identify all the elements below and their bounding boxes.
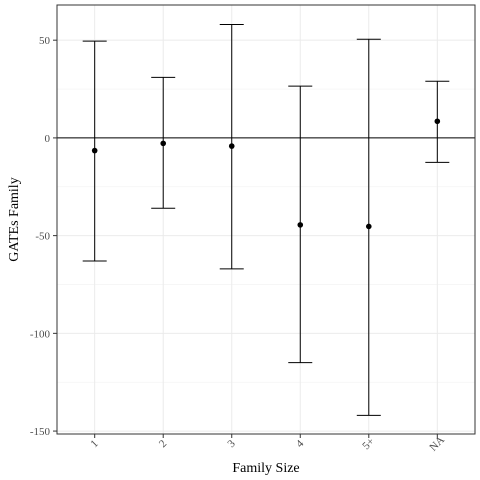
estimate-point-4 bbox=[297, 222, 304, 228]
x-tick-label: 2 bbox=[157, 438, 169, 450]
estimate-point-3 bbox=[228, 143, 235, 149]
data-marks bbox=[82, 24, 450, 416]
y-tick-label: -100 bbox=[30, 328, 51, 340]
y-tick-label: -150 bbox=[30, 426, 51, 438]
x-tick-label: 3 bbox=[225, 437, 238, 450]
y-tick-label: 50 bbox=[39, 35, 51, 47]
estimate-point-1 bbox=[91, 147, 98, 154]
x-tick-label: 5+ bbox=[360, 435, 377, 452]
x-tick-label: 4 bbox=[294, 437, 307, 450]
y-axis-title: GATEs Family bbox=[7, 177, 22, 261]
x-axis-title: Family Size bbox=[232, 461, 299, 476]
y-tick-label: -50 bbox=[35, 231, 50, 243]
x-tick-label: NA bbox=[427, 434, 447, 454]
y-tick-label: 0 bbox=[45, 133, 51, 145]
panel-border bbox=[56, 4, 476, 435]
estimate-point-6 bbox=[434, 118, 441, 125]
x-tick-label: 1 bbox=[88, 438, 100, 450]
grid-lines bbox=[57, 5, 475, 434]
y-axis: -150 -100 -50 0 50 bbox=[30, 35, 57, 438]
estimate-point-5 bbox=[365, 223, 372, 230]
x-axis: 1 2 3 4 5+ NA bbox=[88, 434, 447, 454]
estimate-point-2 bbox=[160, 140, 167, 147]
